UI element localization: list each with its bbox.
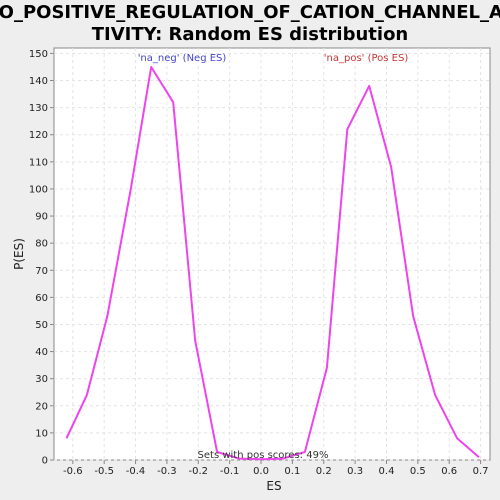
y-tick-label: 70 <box>35 266 48 277</box>
x-tick-label: -0.2 <box>189 466 209 477</box>
x-tick-label: -0.1 <box>220 466 240 477</box>
y-tick-label: 80 <box>35 239 48 250</box>
series-line <box>65 66 480 461</box>
series-group <box>65 66 480 461</box>
y-tick-label: 40 <box>35 347 48 358</box>
y-axis-ticks: 0 10 20 30 40 50 60 70 80 90 100 110 120 130 140 150 <box>29 49 54 467</box>
y-tick-label: 90 <box>35 212 48 223</box>
x-tick-label: -0.4 <box>126 466 146 477</box>
grid-lines <box>54 48 490 461</box>
x-axis-ticks: -0.6 -0.5 -0.4 -0.3 -0.2 -0.1 0.0 0.1 0.2 0.3 0.4 0… <box>63 460 489 477</box>
annotation-sets: Sets with pos scores: 49% <box>198 450 329 461</box>
x-tick-label: 0.1 <box>284 466 300 477</box>
y-tick-label: 150 <box>29 49 48 60</box>
y-tick-label: 50 <box>35 320 48 331</box>
x-tick-label: 0.3 <box>347 466 363 477</box>
y-tick-label: 10 <box>35 428 48 439</box>
x-tick-label: -0.6 <box>63 466 83 477</box>
y-tick-label: 140 <box>29 76 48 87</box>
y-axis-label: P(ES) <box>12 238 26 270</box>
y-tick-label: 30 <box>35 374 48 385</box>
y-tick-label: 120 <box>29 130 48 141</box>
annotation-pos: 'na_pos' (Pos ES) <box>324 53 409 64</box>
y-tick-label: 20 <box>35 401 48 412</box>
x-tick-label: -0.5 <box>94 466 114 477</box>
y-tick-label: 130 <box>29 103 48 114</box>
y-tick-label: 100 <box>29 184 48 195</box>
x-tick-label: 0.5 <box>410 466 426 477</box>
plot-area <box>53 47 491 461</box>
x-tick-label: 0.6 <box>441 466 457 477</box>
y-tick-label: 0 <box>42 456 48 467</box>
y-tick-label: 110 <box>29 157 48 168</box>
x-tick-label: 0.0 <box>253 466 269 477</box>
x-tick-label: 0.4 <box>379 466 395 477</box>
chart-title-line-2: TIVITY: Random ES distribution <box>92 24 409 45</box>
x-tick-label: 0.7 <box>473 466 489 477</box>
chart-title-line-1: GO_POSITIVE_REGULATION_OF_CATION_CHANNEL… <box>0 2 500 23</box>
annotation-neg: 'na_neg' (Neg ES) <box>138 53 227 64</box>
x-tick-label: -0.3 <box>157 466 177 477</box>
x-tick-label: 0.2 <box>316 466 332 477</box>
y-tick-label: 60 <box>35 293 48 304</box>
x-axis-label: ES <box>266 479 281 493</box>
